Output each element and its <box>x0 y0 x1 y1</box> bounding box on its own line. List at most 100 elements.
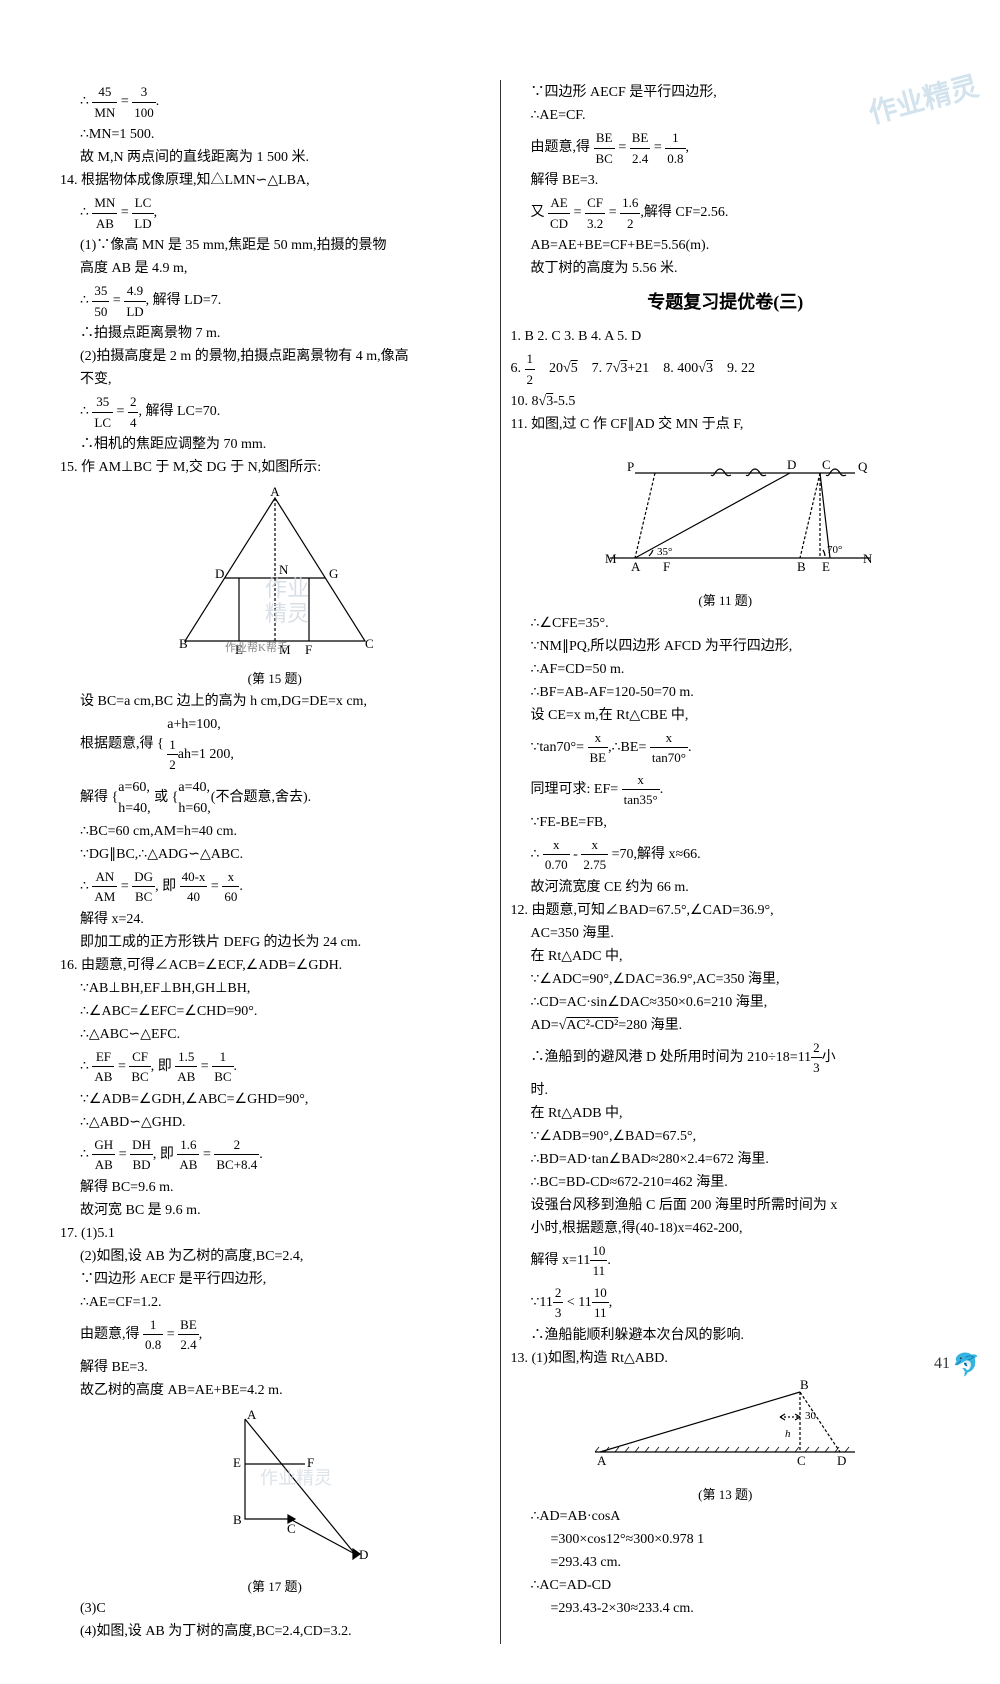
text-line: 故 M,N 两点间的直线距离为 1 500 米. <box>60 147 490 168</box>
text-line: 同理可求: EF= xtan35°. <box>511 770 941 810</box>
text-line: (2)如图,设 AB 为乙树的高度,BC=2.4, <box>60 1246 490 1267</box>
text-line: ∴MN=1 500. <box>60 124 490 145</box>
svg-text:D: D <box>787 457 796 472</box>
text-line: 故河宽 BC 是 9.6 m. <box>60 1200 490 1221</box>
text-line: ∴BD=AD·tan∠BAD≈280×2.4=672 海里. <box>511 1149 941 1170</box>
text-line: 故丁树的高度为 5.56 米. <box>511 258 941 279</box>
q13: 13. (1)如图,构造 Rt△ABD. <box>511 1348 941 1369</box>
text-line: 小时,根据题意,得(40-18)x=462-200, <box>511 1218 941 1239</box>
dolphin-icon: 🐬 <box>953 1348 980 1381</box>
fig15-caption: (第 15 题) <box>60 669 490 689</box>
svg-text:Q: Q <box>858 459 868 474</box>
q12: 12. 由题意,可知∠BAD=67.5°,∠CAD=36.9°, <box>511 900 941 921</box>
text-line: ∵AB⊥BH,EF⊥BH,GH⊥BH, <box>60 978 490 999</box>
svg-text:A: A <box>631 559 641 574</box>
svg-text:35°: 35° <box>657 546 672 558</box>
svg-text:B: B <box>797 559 806 574</box>
text-line: (1)∵像高 MN 是 35 mm,焦距是 50 mm,拍摄的景物 <box>60 235 490 256</box>
svg-text:作业: 作业 <box>265 576 309 601</box>
text-line: ∵∠ADB=∠GDH,∠ABC=∠GHD=90°, <box>60 1089 490 1110</box>
text-line: 设 CE=x m,在 Rt△CBE 中, <box>511 705 941 726</box>
q15: 15. 作 AM⊥BC 于 M,交 DG 于 N,如图所示: <box>60 457 490 478</box>
svg-text:A: A <box>247 1409 257 1422</box>
text-line: 高度 AB 是 4.9 m, <box>60 258 490 279</box>
text-line: ∴渔船到的避风港 D 处所用时间为 210÷18=1123小 <box>511 1038 941 1078</box>
figure-11: P D C Q M A F B E N 35° 70° <box>575 443 875 583</box>
text-line: ∴渔船能顺利躲避本次台风的影响. <box>511 1325 941 1346</box>
svg-text:C: C <box>822 457 831 472</box>
page-number: 41 <box>934 1352 950 1376</box>
svg-text:D: D <box>359 1547 368 1562</box>
text-line: ∵∠ADC=90°,∠DAC=36.9°,AC=350 海里, <box>511 969 941 990</box>
text-line: 解得 x=24. <box>60 909 490 930</box>
text-line: 由题意,得 10.8 = BE2.4, <box>60 1315 490 1355</box>
q16: 16. 由题意,可得∠ACB=∠ECF,∠ADB=∠GDH. <box>60 955 490 976</box>
text-line: 不变, <box>60 369 490 390</box>
svg-text:作业精灵: 作业精灵 <box>260 1468 332 1488</box>
text-line: ∴BC=60 cm,AM=h=40 cm. <box>60 821 490 842</box>
fig11-caption: (第 11 题) <box>511 591 941 611</box>
text-line: ∴ EFAB = CFBC, 即 1.5AB = 1BC. <box>60 1047 490 1087</box>
text-line: ∴△ABD∽△GHD. <box>60 1112 490 1133</box>
text-line: 又 AECD = CF3.2 = 1.62,解得 CF=2.56. <box>511 193 941 233</box>
right-column: ∵四边形 AECF 是平行四边形, ∴AE=CF. 由题意,得 BEBC = B… <box>501 80 951 1644</box>
text-line: ∵tan70°= xBE,∴BE= xtan70°. <box>511 728 941 768</box>
svg-text:M: M <box>605 551 617 566</box>
svg-text:作业帮K帮手: 作业帮K帮手 <box>225 640 288 654</box>
text-line: ∴∠ABC=∠EFC=∠CHD=90°. <box>60 1001 490 1022</box>
text-line: 即加工成的正方形铁片 DEFG 的边长为 24 cm. <box>60 932 490 953</box>
text-line: ∴ MNAB = LCLD, <box>60 193 490 233</box>
svg-text:B: B <box>800 1377 809 1392</box>
text-line: 解得 {a=60,h=40, 或 {a=40,h=60,(不合题意,舍去). <box>60 777 490 819</box>
svg-text:B: B <box>233 1512 242 1527</box>
q14: 14. 根据物体成像原理,知△LMN∽△LBA, <box>60 170 490 191</box>
text-line: ∵FE-BE=FB, <box>511 812 941 833</box>
text-line: 设 BC=a cm,BC 边上的高为 h cm,DG=DE=x cm, <box>60 691 490 712</box>
text-line: ∴AC=AD-CD <box>511 1575 941 1596</box>
text-line: ∴ x0.70 - x2.75 =70,解得 x≈66. <box>511 835 941 875</box>
text-line: ∴ GHAB = DHBD, 即 1.6AB = 2BC+8.4. <box>60 1135 490 1175</box>
text-line: AB=AE+BE=CF+BE=5.56(m). <box>511 235 941 256</box>
svg-text:F: F <box>663 559 670 574</box>
svg-text:精灵: 精灵 <box>265 601 309 626</box>
text-line: =293.43-2×30≈233.4 cm. <box>511 1598 941 1619</box>
text-line: 根据题意,得 { a+h=100,12ah=1 200, <box>60 714 490 775</box>
svg-text:B: B <box>179 636 188 651</box>
fig13-caption: (第 13 题) <box>511 1485 941 1505</box>
text-line: ∴相机的焦距应调整为 70 mm. <box>60 434 490 455</box>
q17: 17. (1)5.1 <box>60 1223 490 1244</box>
text-line: ∴ 35LC = 24, 解得 LC=70. <box>60 392 490 432</box>
text-line: ∴ ANAM = DGBC, 即 40-x40 = x60. <box>60 867 490 907</box>
section-title: 专题复习提优卷(三) <box>511 289 941 316</box>
svg-text:D: D <box>837 1453 846 1468</box>
answer-line: 6. 12 20√5 7. 7√3+21 8. 400√3 9. 22 <box>511 349 941 389</box>
figure-13: B A C D 30 h <box>575 1377 875 1477</box>
answer-line: 1. B 2. C 3. B 4. A 5. D <box>511 326 941 347</box>
text-line: (2)拍摄高度是 2 m 的景物,拍摄点距离景物有 4 m,像高 <box>60 346 490 367</box>
text-line: =300×cos12°≈300×0.978 1 <box>511 1529 941 1550</box>
text-line: AD=√AC²-CD²=280 海里. <box>511 1015 941 1036</box>
svg-text:70°: 70° <box>827 544 842 556</box>
text-line: =293.43 cm. <box>511 1552 941 1573</box>
text-line: (3)C <box>60 1598 490 1619</box>
text-line: 时. <box>511 1080 941 1101</box>
text-line: ∴AD=AB·cosA <box>511 1506 941 1527</box>
svg-text:E: E <box>233 1455 241 1470</box>
left-column: ∴ 45MN = 3100. ∴MN=1 500. 故 M,N 两点间的直线距离… <box>50 80 501 1644</box>
text-line: ∴ 45MN = 3100. <box>60 82 490 122</box>
svg-text:P: P <box>627 459 634 474</box>
text-line: ∴BC=BD-CD≈672-210=462 海里. <box>511 1172 941 1193</box>
text-line: ∴CD=AC·sin∠DAC≈350×0.6=210 海里, <box>511 992 941 1013</box>
svg-text:D: D <box>215 566 224 581</box>
text-line: ∴AF=CD=50 m. <box>511 659 941 680</box>
text-line: 设强台风移到渔船 C 后面 200 海里时所需时间为 x <box>511 1195 941 1216</box>
text-line: AC=350 海里. <box>511 923 941 944</box>
svg-text:N: N <box>863 551 873 566</box>
text-line: ∵NM∥PQ,所以四边形 AFCD 为平行四边形, <box>511 636 941 657</box>
text-line: 在 Rt△ADB 中, <box>511 1103 941 1124</box>
text-line: ∴ 3550 = 4.9LD, 解得 LD=7. <box>60 281 490 321</box>
text-line: 故河流宽度 CE 约为 66 m. <box>511 877 941 898</box>
text-line: ∴BF=AB-AF=120-50=70 m. <box>511 682 941 703</box>
svg-text:C: C <box>365 636 374 651</box>
svg-text:A: A <box>597 1453 607 1468</box>
